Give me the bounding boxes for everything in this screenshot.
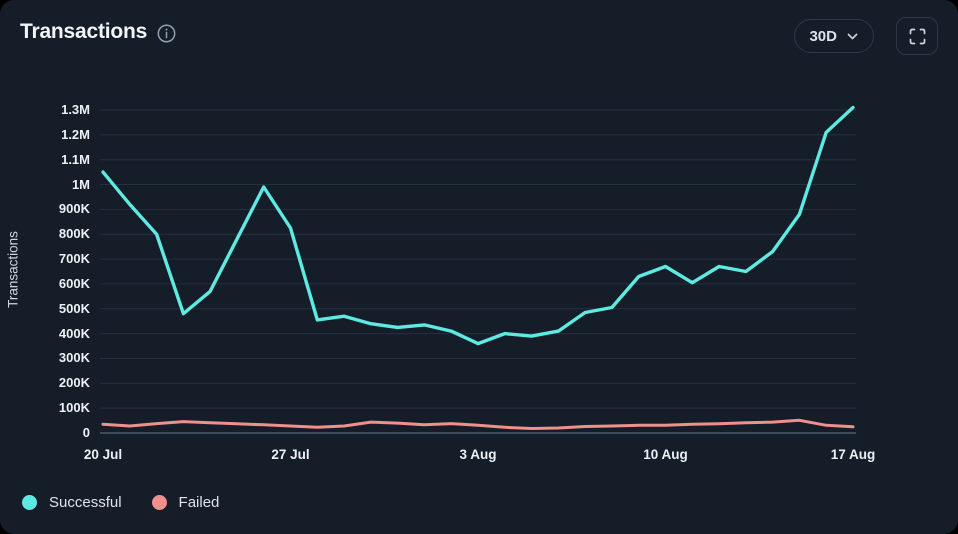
y-tick-label: 700K [58,251,90,267]
successful-line [101,105,855,346]
info-icon[interactable] [157,24,176,43]
y-tick-label: 800K [58,226,90,242]
y-tick-label: 1.2M [61,126,90,142]
y-tick-label: 1.3M [61,102,90,117]
y-tick-label: 500K [58,300,90,316]
legend-item-failed[interactable]: Failed [151,494,220,511]
successful-legend-dot [22,495,37,510]
x-tick-label: 27 Jul [271,447,310,462]
legend-item-successful[interactable]: Successful [22,494,122,511]
y-tick-label: 0 [82,425,90,440]
y-tick-label: 400K [58,325,90,341]
card-header: Transactions [20,20,176,44]
legend-label: Successful [49,494,122,511]
chart-legend: Successful Failed [22,494,219,511]
chevron-down-icon [846,30,859,43]
failed-legend-dot [151,495,167,510]
y-tick-label: 600K [58,275,90,291]
header-controls: 30D [794,17,938,55]
x-tick-label: 10 Aug [643,447,688,462]
fullscreen-icon [909,28,926,45]
range-selector-value: 30D [809,27,837,45]
y-tick-label: 900K [58,201,90,217]
range-selector-dropdown[interactable]: 30D [794,19,874,53]
y-tick-label: 1.1M [61,151,90,167]
x-tick-label: 3 Aug [459,447,497,462]
x-tick-label: 20 Jul [83,447,123,462]
fullscreen-button[interactable] [896,17,938,55]
y-tick-label: 100K [58,400,90,416]
y-tick-label: 300K [58,350,90,366]
failed-line [101,418,855,430]
x-tick-label: 17 Aug [830,447,876,462]
y-tick-label: 1M [71,176,90,192]
page-title: Transactions [20,20,148,43]
legend-label: Failed [178,494,220,511]
y-tick-label: 200K [58,375,90,391]
